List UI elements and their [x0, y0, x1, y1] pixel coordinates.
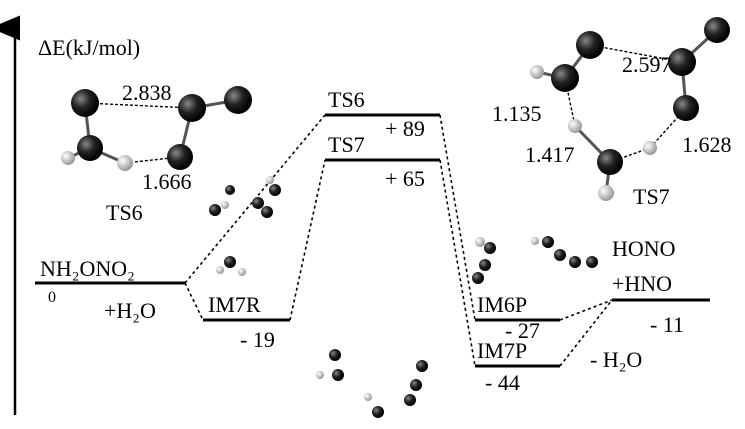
- structure-name: TS7: [633, 184, 670, 209]
- level-name: +HNO: [612, 271, 672, 296]
- level-name: IM6P: [477, 292, 527, 317]
- level-energy: + 65: [385, 166, 425, 191]
- level-name: IM7P: [477, 338, 527, 363]
- level-note: - H₂O: [590, 347, 642, 372]
- level-name: IM7R: [208, 292, 261, 317]
- structure-name: TS6: [106, 200, 143, 225]
- level-energy: + 89: [385, 116, 425, 141]
- connector: [560, 300, 612, 320]
- distance-label: 1.135: [492, 101, 542, 126]
- axis-label: ΔE(kJ/mol): [38, 35, 140, 60]
- level-energy: 0: [48, 289, 56, 306]
- connector: [290, 160, 325, 320]
- level-name: TS7: [328, 132, 365, 157]
- distance-label: 1.666: [142, 169, 192, 194]
- energy-diagram: ΔE(kJ/mol) NH₂ONO₂ 0 +H₂O IM7R - 19 TS6 …: [0, 0, 745, 429]
- distance-label: 2.597: [622, 52, 672, 77]
- level-name: HONO: [612, 236, 676, 261]
- connector: [440, 115, 475, 320]
- distance-label: 1.628: [682, 132, 732, 157]
- level-energy: - 44: [485, 370, 520, 395]
- level-name: TS6: [328, 87, 365, 112]
- distance-label: 1.417: [525, 142, 575, 167]
- small-molecules: [209, 176, 598, 418]
- level-name: NH₂ONO₂: [40, 256, 135, 281]
- level-note: +H₂O: [104, 298, 156, 323]
- level-energy: - 19: [240, 327, 275, 352]
- level-energy: - 11: [650, 312, 684, 337]
- distance-label: 2.838: [122, 80, 172, 105]
- ts7-structure: [530, 17, 730, 201]
- connector: [185, 283, 203, 320]
- connector: [440, 160, 475, 366]
